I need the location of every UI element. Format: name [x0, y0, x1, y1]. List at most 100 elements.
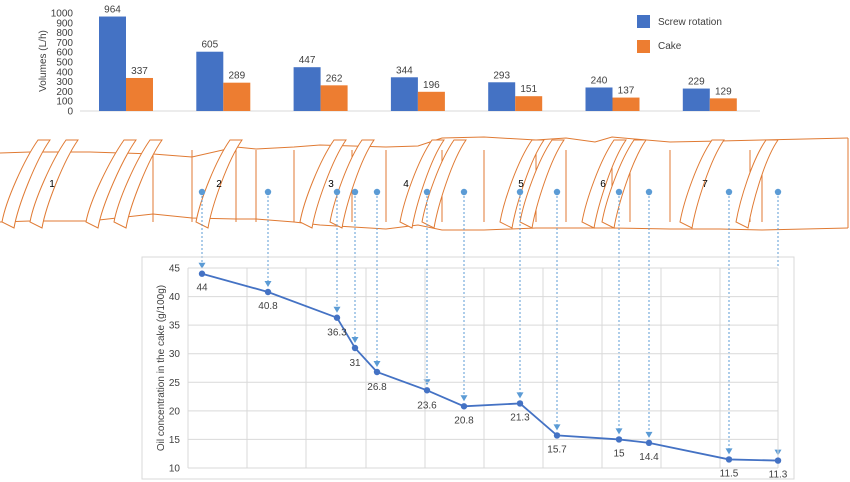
bar-data-label: 151	[520, 84, 537, 95]
section-sample-dot	[615, 188, 623, 196]
connector-arrowhead	[460, 395, 468, 402]
bar-data-label: 344	[396, 65, 413, 76]
bar-y-tick-label: 1000	[51, 9, 74, 20]
bar-chart-bars	[99, 16, 737, 111]
connector-arrowhead	[198, 262, 206, 269]
bar-data-label: 337	[131, 66, 148, 77]
line-point	[460, 403, 468, 410]
line-data-label: 31	[349, 358, 361, 369]
bar-data-label: 289	[228, 71, 245, 82]
line-point	[774, 457, 782, 464]
bar-chart: Volumes (L/h) 01002003004005006007008009…	[38, 5, 760, 118]
bar-screw-rotation-section-1	[99, 16, 126, 111]
connector-arrowhead	[553, 424, 561, 431]
line-chart-y-ticks: 10 15 20 25 30 35 40 45	[169, 264, 181, 475]
bar-y-tick-label: 600	[56, 48, 73, 59]
bar-screw-rotation-section-2	[196, 51, 224, 111]
section-sample-dot	[264, 188, 272, 196]
line-y-tick-label: 10	[169, 464, 181, 475]
line-data-label: 36.3	[327, 328, 347, 339]
section-sample-dot	[351, 188, 359, 196]
line-data-label: 23.6	[417, 400, 437, 411]
bar-y-tick-label: 500	[56, 58, 73, 69]
connector-arrowhead	[351, 337, 359, 343]
screw-section-number: 3	[328, 179, 334, 190]
section-sample-dot	[460, 188, 468, 196]
screw-flight	[519, 139, 565, 229]
bar-screw-rotation-section-4	[390, 77, 418, 111]
screw-flight	[113, 139, 163, 229]
line-chart: Oil concentration in the cake (g/100g) 1…	[141, 256, 795, 481]
bar-screw-rotation-section-5	[488, 82, 516, 111]
bar-cake-section-7	[709, 98, 737, 111]
screw-press-diagram: 1 2 3 4 5 6 7	[0, 136, 849, 231]
section-sample-dot	[333, 188, 341, 196]
screw-section-number: 1	[49, 179, 55, 190]
line-data-label: 11.3	[769, 470, 788, 481]
bar-y-tick-label: 0	[67, 107, 73, 118]
section-sample-dot	[725, 188, 733, 196]
bar-data-label: 240	[591, 75, 608, 86]
connector-arrowhead	[516, 392, 524, 399]
line-data-label: 21.3	[510, 412, 530, 423]
screw-flight	[421, 139, 467, 229]
line-y-tick-label: 15	[169, 435, 181, 446]
bar-y-tick-label: 700	[56, 38, 73, 49]
bar-y-tick-label: 400	[56, 67, 73, 78]
section-connector-arrows	[198, 188, 782, 456]
line-data-label: 15	[613, 448, 625, 459]
bar-y-tick-label: 100	[56, 97, 73, 108]
screw-flight	[499, 139, 545, 229]
connector-arrowhead	[725, 448, 733, 455]
bar-chart-legend: Screw rotation Cake	[637, 15, 722, 53]
screw-flight	[329, 139, 375, 229]
bar-y-tick-label: 900	[56, 18, 73, 29]
bar-screw-rotation-section-3	[293, 67, 321, 111]
screw-flight	[679, 139, 725, 229]
line-y-tick-label: 45	[169, 264, 181, 275]
bar-cake-section-5	[515, 96, 543, 111]
line-y-tick-label: 25	[169, 378, 181, 389]
bar-data-label: 293	[493, 70, 510, 81]
connector-arrowhead	[615, 428, 623, 435]
section-sample-dot	[198, 188, 206, 196]
line-y-tick-label: 40	[169, 292, 181, 303]
legend-label-screw-rotation: Screw rotation	[658, 17, 722, 28]
section-sample-dot	[516, 188, 524, 196]
line-point	[516, 400, 524, 407]
section-sample-dot	[774, 188, 782, 196]
bar-data-label: 229	[688, 77, 705, 88]
connector-arrowhead	[264, 281, 272, 287]
line-point	[198, 270, 206, 277]
bar-data-label: 196	[423, 80, 440, 91]
section-sample-dot	[373, 188, 381, 196]
bar-y-tick-label: 300	[56, 77, 73, 88]
line-point	[615, 436, 623, 443]
line-y-tick-label: 30	[169, 349, 181, 360]
bar-data-label: 447	[299, 55, 316, 66]
screw-section-number: 6	[600, 179, 606, 190]
bar-data-label: 129	[715, 86, 732, 97]
line-data-label: 15.7	[547, 444, 567, 455]
line-point	[351, 344, 359, 352]
line-y-tick-label: 20	[169, 406, 181, 417]
line-data-label: 44	[196, 283, 208, 294]
bar-cake-section-4	[417, 91, 445, 111]
screw-flight	[299, 139, 347, 229]
legend-swatch-screw-rotation	[637, 15, 650, 28]
line-point	[373, 368, 381, 376]
line-chart-data-labels: 44 40.8 36.3 31 26.8 23.6 20.8 21.3 15.7 15 14.4 11…	[196, 283, 787, 481]
line-data-label: 40.8	[258, 301, 278, 312]
line-data-label: 11.5	[720, 468, 739, 479]
bar-screw-rotation-section-7	[682, 88, 710, 111]
screw-flight	[1, 139, 51, 229]
screw-flight	[581, 139, 627, 229]
screw-section-number: 4	[403, 179, 409, 190]
bar-data-label: 262	[326, 73, 343, 84]
line-data-label: 26.8	[367, 382, 387, 393]
bar-cake-section-2	[223, 82, 251, 111]
bar-cake-section-3	[320, 85, 348, 111]
line-point	[553, 432, 561, 439]
line-chart-points	[198, 270, 782, 464]
